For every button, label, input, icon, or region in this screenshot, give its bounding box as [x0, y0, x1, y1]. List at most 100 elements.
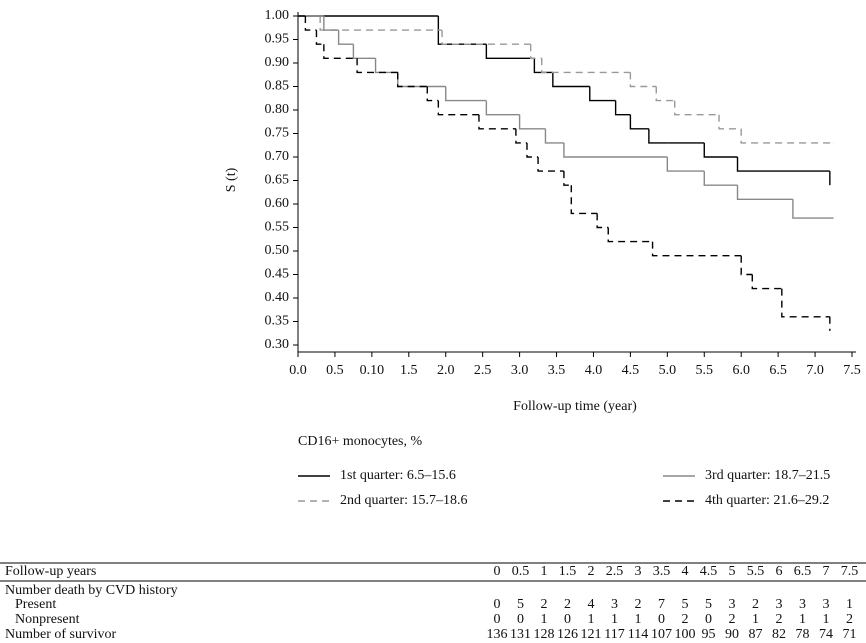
- survival-step: [563, 171, 572, 186]
- table-cell: 3: [776, 597, 783, 612]
- survival-step: [478, 114, 516, 130]
- table-cell: 2: [682, 612, 689, 627]
- survival-step: [740, 128, 834, 144]
- table-cell: 5: [705, 597, 712, 612]
- y-tick-label: 0.50: [265, 243, 290, 258]
- y-tick-label: 0.40: [265, 290, 290, 305]
- y-tick-label: 0.35: [265, 314, 290, 329]
- table-cell: 2: [846, 612, 853, 627]
- y-tick-label: 0.55: [265, 220, 290, 235]
- legend-label: 3rd quarter: 18.7–21.5: [705, 468, 830, 483]
- survival-step: [352, 44, 376, 59]
- y-tick-label: 0.85: [265, 79, 290, 94]
- legend-label: 2nd quarter: 15.7–18.6: [340, 493, 468, 508]
- survival-step: [437, 16, 487, 45]
- table-column-header: 1.5: [559, 564, 577, 579]
- table-cell: 1: [799, 612, 806, 627]
- table-cell: 1: [752, 612, 759, 627]
- survival-step: [323, 44, 358, 59]
- survival-step: [529, 44, 542, 59]
- survival-step: [629, 114, 649, 130]
- survival-step: [397, 72, 446, 88]
- survival-step: [315, 30, 324, 45]
- x-tick-label: 2.5: [474, 363, 492, 378]
- table-cell: 1: [588, 612, 595, 627]
- table-column-header: 3.5: [653, 564, 671, 579]
- table-cell: 107: [651, 627, 672, 642]
- table-column-header: 2.5: [606, 564, 624, 579]
- survival-step: [426, 86, 439, 102]
- x-tick-label: 3.0: [511, 363, 529, 378]
- survival-step: [666, 157, 705, 172]
- table-cell: 0: [494, 597, 501, 612]
- x-tick-label: 4.5: [622, 363, 640, 378]
- table-cell: 90: [725, 627, 739, 642]
- x-tick-label: 5.5: [696, 363, 714, 378]
- table-cell: 2: [564, 597, 571, 612]
- table-cell: 71: [843, 627, 857, 642]
- legend-label: 4th quarter: 21.6–29.2: [705, 493, 829, 508]
- survival-step: [607, 227, 653, 243]
- table-column-header: 2: [588, 564, 595, 579]
- table-cell: 2: [776, 612, 783, 627]
- survival-step: [518, 114, 546, 130]
- table-column-header: 5.5: [747, 564, 765, 579]
- survival-step: [552, 72, 590, 88]
- survival-step: [781, 288, 830, 318]
- x-tick-label: 0.0: [289, 363, 307, 378]
- table-cell: 1: [611, 612, 618, 627]
- x-tick-label: 4.0: [585, 363, 603, 378]
- table-column-header: 0.5: [512, 564, 530, 579]
- table-cell: 0: [658, 612, 665, 627]
- survival-step: [323, 16, 339, 31]
- table-column-header: 7: [823, 564, 830, 579]
- survival-step: [629, 72, 657, 88]
- table-cell: 117: [604, 627, 624, 642]
- y-tick-label: 0.30: [265, 337, 290, 352]
- table-row-label: Number death by CVD history: [5, 583, 178, 598]
- y-tick-label: 0.60: [265, 196, 290, 211]
- survival-step: [537, 157, 564, 172]
- table-cell: 0: [705, 612, 712, 627]
- survival-step: [751, 274, 782, 290]
- table-cell: 2: [729, 612, 736, 627]
- table-row-label: Present: [15, 597, 56, 612]
- table-cell: 114: [628, 627, 648, 642]
- table-column-header: 4.5: [700, 564, 718, 579]
- survival-step: [703, 171, 738, 186]
- survival-step: [441, 30, 531, 45]
- survival-step: [544, 128, 564, 144]
- table-row-label: Nonpresent: [15, 612, 80, 627]
- x-tick-label: 7.0: [806, 363, 824, 378]
- x-tick-label: 6.5: [769, 363, 787, 378]
- survival-step: [541, 58, 631, 74]
- survival-step: [563, 142, 668, 158]
- y-tick-label: 0.95: [265, 32, 290, 47]
- survival-step: [374, 58, 398, 74]
- table-cell: 87: [749, 627, 763, 642]
- survival-step: [485, 44, 535, 59]
- table-cell: 74: [819, 627, 833, 642]
- table-cell: 3: [823, 597, 830, 612]
- survival-step: [356, 58, 398, 74]
- survival-step: [740, 255, 753, 276]
- table-cell: 2: [752, 597, 759, 612]
- y-axis-label: S (t): [224, 167, 239, 192]
- survival-step: [648, 128, 668, 144]
- x-tick-label: 0.10: [360, 363, 385, 378]
- table-cell: 2: [635, 597, 642, 612]
- survival-step: [526, 142, 539, 158]
- survival-step: [337, 30, 354, 45]
- survival-step: [736, 157, 830, 172]
- table-cell: 3: [611, 597, 618, 612]
- table-cell: 131: [510, 627, 531, 642]
- y-tick-label: 0.65: [265, 173, 290, 188]
- survival-step: [397, 72, 428, 88]
- table-cell: 121: [581, 627, 602, 642]
- table-cell: 78: [796, 627, 810, 642]
- survival-step: [792, 199, 834, 219]
- survival-step: [655, 86, 675, 102]
- x-tick-label: 1.5: [400, 363, 418, 378]
- table-cell: 0: [517, 612, 524, 627]
